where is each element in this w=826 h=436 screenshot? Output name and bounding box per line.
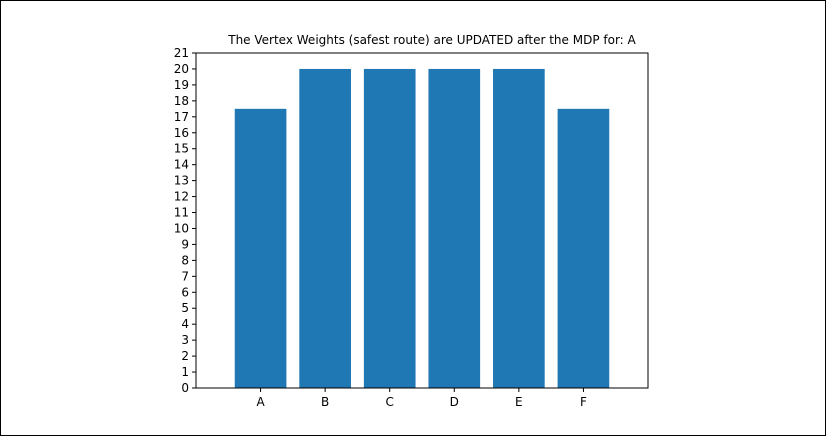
y-tick-label-11: 11 xyxy=(174,206,189,220)
y-tick-label-15: 15 xyxy=(174,142,189,156)
plot-area-frame xyxy=(195,52,649,389)
chart-title: The Vertex Weights (safest route) are UP… xyxy=(227,33,636,47)
y-tick-label-19: 19 xyxy=(174,78,189,92)
y-tick-label-6: 6 xyxy=(181,285,189,299)
x-tick-label-d: D xyxy=(450,395,459,409)
bar-e xyxy=(493,68,545,388)
y-tick-label-3: 3 xyxy=(181,333,189,347)
bar-d xyxy=(428,68,481,388)
x-tick-label-c: C xyxy=(386,395,394,409)
x-tick-label-a: A xyxy=(256,395,265,409)
y-tick-label-2: 2 xyxy=(181,349,189,363)
y-tick-label-8: 8 xyxy=(181,253,189,267)
x-tick-label-b: B xyxy=(321,395,329,409)
y-tick-label-9: 9 xyxy=(181,237,189,251)
y-tick-label-4: 4 xyxy=(181,317,189,331)
y-tick-label-5: 5 xyxy=(181,301,189,315)
y-tick-label-12: 12 xyxy=(174,190,189,204)
y-tick-label-20: 20 xyxy=(174,62,189,76)
y-tick-label-21: 21 xyxy=(174,46,189,60)
bar-a xyxy=(234,108,287,388)
bar-f xyxy=(557,108,610,388)
bars-group xyxy=(234,68,610,388)
y-tick-label-1: 1 xyxy=(181,365,189,379)
x-tick-label-f: F xyxy=(580,395,587,409)
y-tick-label-0: 0 xyxy=(181,381,189,395)
y-tick-label-13: 13 xyxy=(174,174,189,188)
bar-c xyxy=(363,68,416,388)
y-tick-label-10: 10 xyxy=(174,221,189,235)
y-tick-label-18: 18 xyxy=(174,94,189,108)
y-tick-label-16: 16 xyxy=(174,126,189,140)
x-tick-label-e: E xyxy=(515,395,523,409)
bar-b xyxy=(299,68,351,388)
y-tick-label-14: 14 xyxy=(174,158,189,172)
y-tick-label-17: 17 xyxy=(174,110,189,124)
y-tick-label-7: 7 xyxy=(181,269,189,283)
x-axis: A B C D E F xyxy=(256,388,587,409)
